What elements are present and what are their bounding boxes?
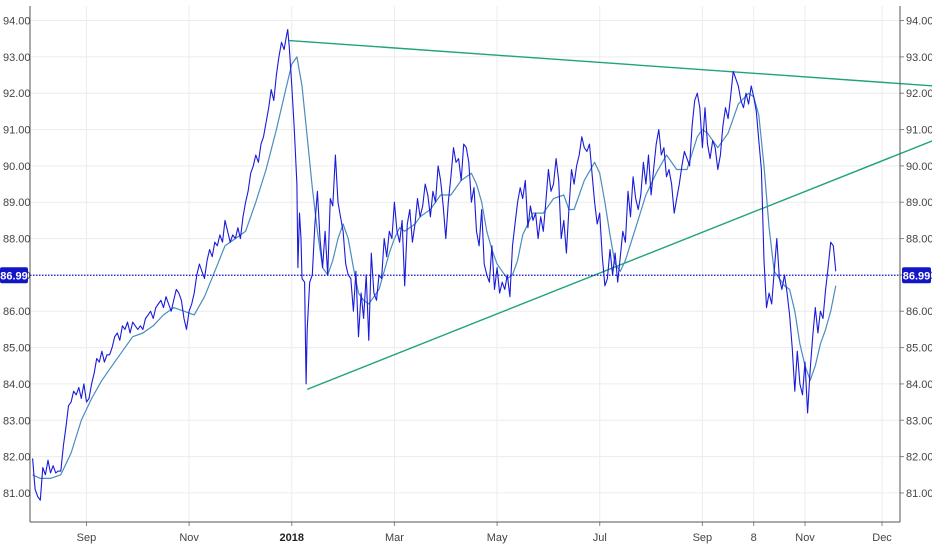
current-price-line: 86.99 86.99 xyxy=(0,267,931,284)
x-tick-label: Mar xyxy=(385,532,404,544)
y-tick-label-left: 82.00 xyxy=(3,452,31,464)
trendlines xyxy=(289,39,932,391)
current-price-badge-right xyxy=(902,267,931,284)
current-price-label-left: 86.99 xyxy=(0,270,28,282)
x-tick-label: May xyxy=(487,532,508,544)
x-tick-label: Sep xyxy=(693,532,713,544)
current-price-badge-left xyxy=(0,267,28,284)
current-price-label-right: 86.99 xyxy=(903,270,931,282)
x-tick-label: Nov xyxy=(179,532,199,544)
y-tick-label-right: 82.00 xyxy=(906,452,932,464)
x-tick-label: 8 xyxy=(751,532,757,544)
y-tick-label-left: 84.00 xyxy=(3,379,31,391)
x-tick-label: 2018 xyxy=(280,532,304,544)
grid xyxy=(30,6,900,522)
y-tick-label-right: 86.00 xyxy=(906,306,932,318)
x-tick-label: Sep xyxy=(77,532,97,544)
y-tick-label-right: 81.00 xyxy=(906,488,932,500)
y-tick-label-left: 91.00 xyxy=(3,125,31,137)
y-tick-label-right: 92.00 xyxy=(906,88,932,100)
x-tick-label: Jul xyxy=(593,532,607,544)
y-tick-label-left: 92.00 xyxy=(3,88,31,100)
y-tick-label-left: 93.00 xyxy=(3,52,31,64)
series-lines xyxy=(32,29,837,501)
y-tick-label-left: 89.00 xyxy=(3,197,31,209)
y-tick-label-right: 84.00 xyxy=(906,379,932,391)
y-tick-label-right: 93.00 xyxy=(906,52,932,64)
y-tick-label-left: 83.00 xyxy=(3,415,31,427)
y-tick-label-right: 91.00 xyxy=(906,125,932,137)
y-tick-label-left: 94.00 xyxy=(3,16,31,28)
x-tick-label: Nov xyxy=(795,532,815,544)
y-tick-label-right: 88.00 xyxy=(906,234,932,246)
y-tick-label-right: 90.00 xyxy=(906,161,932,173)
x-tick-label: Dec xyxy=(872,532,892,544)
y-tick-label-left: 88.00 xyxy=(3,234,31,246)
y-tick-label-right: 94.00 xyxy=(906,16,932,28)
y-tick-label-right: 85.00 xyxy=(906,343,932,355)
y-tick-label-left: 81.00 xyxy=(3,488,31,500)
price-series-line xyxy=(32,29,837,501)
y-tick-label-left: 85.00 xyxy=(3,343,31,355)
trendline xyxy=(306,140,932,391)
y-tick-label-left: 90.00 xyxy=(3,161,31,173)
trendline xyxy=(289,39,932,87)
y-tick-label-right: 83.00 xyxy=(906,415,932,427)
y-tick-label-right: 89.00 xyxy=(906,197,932,209)
y-tick-label-left: 86.00 xyxy=(3,306,31,318)
